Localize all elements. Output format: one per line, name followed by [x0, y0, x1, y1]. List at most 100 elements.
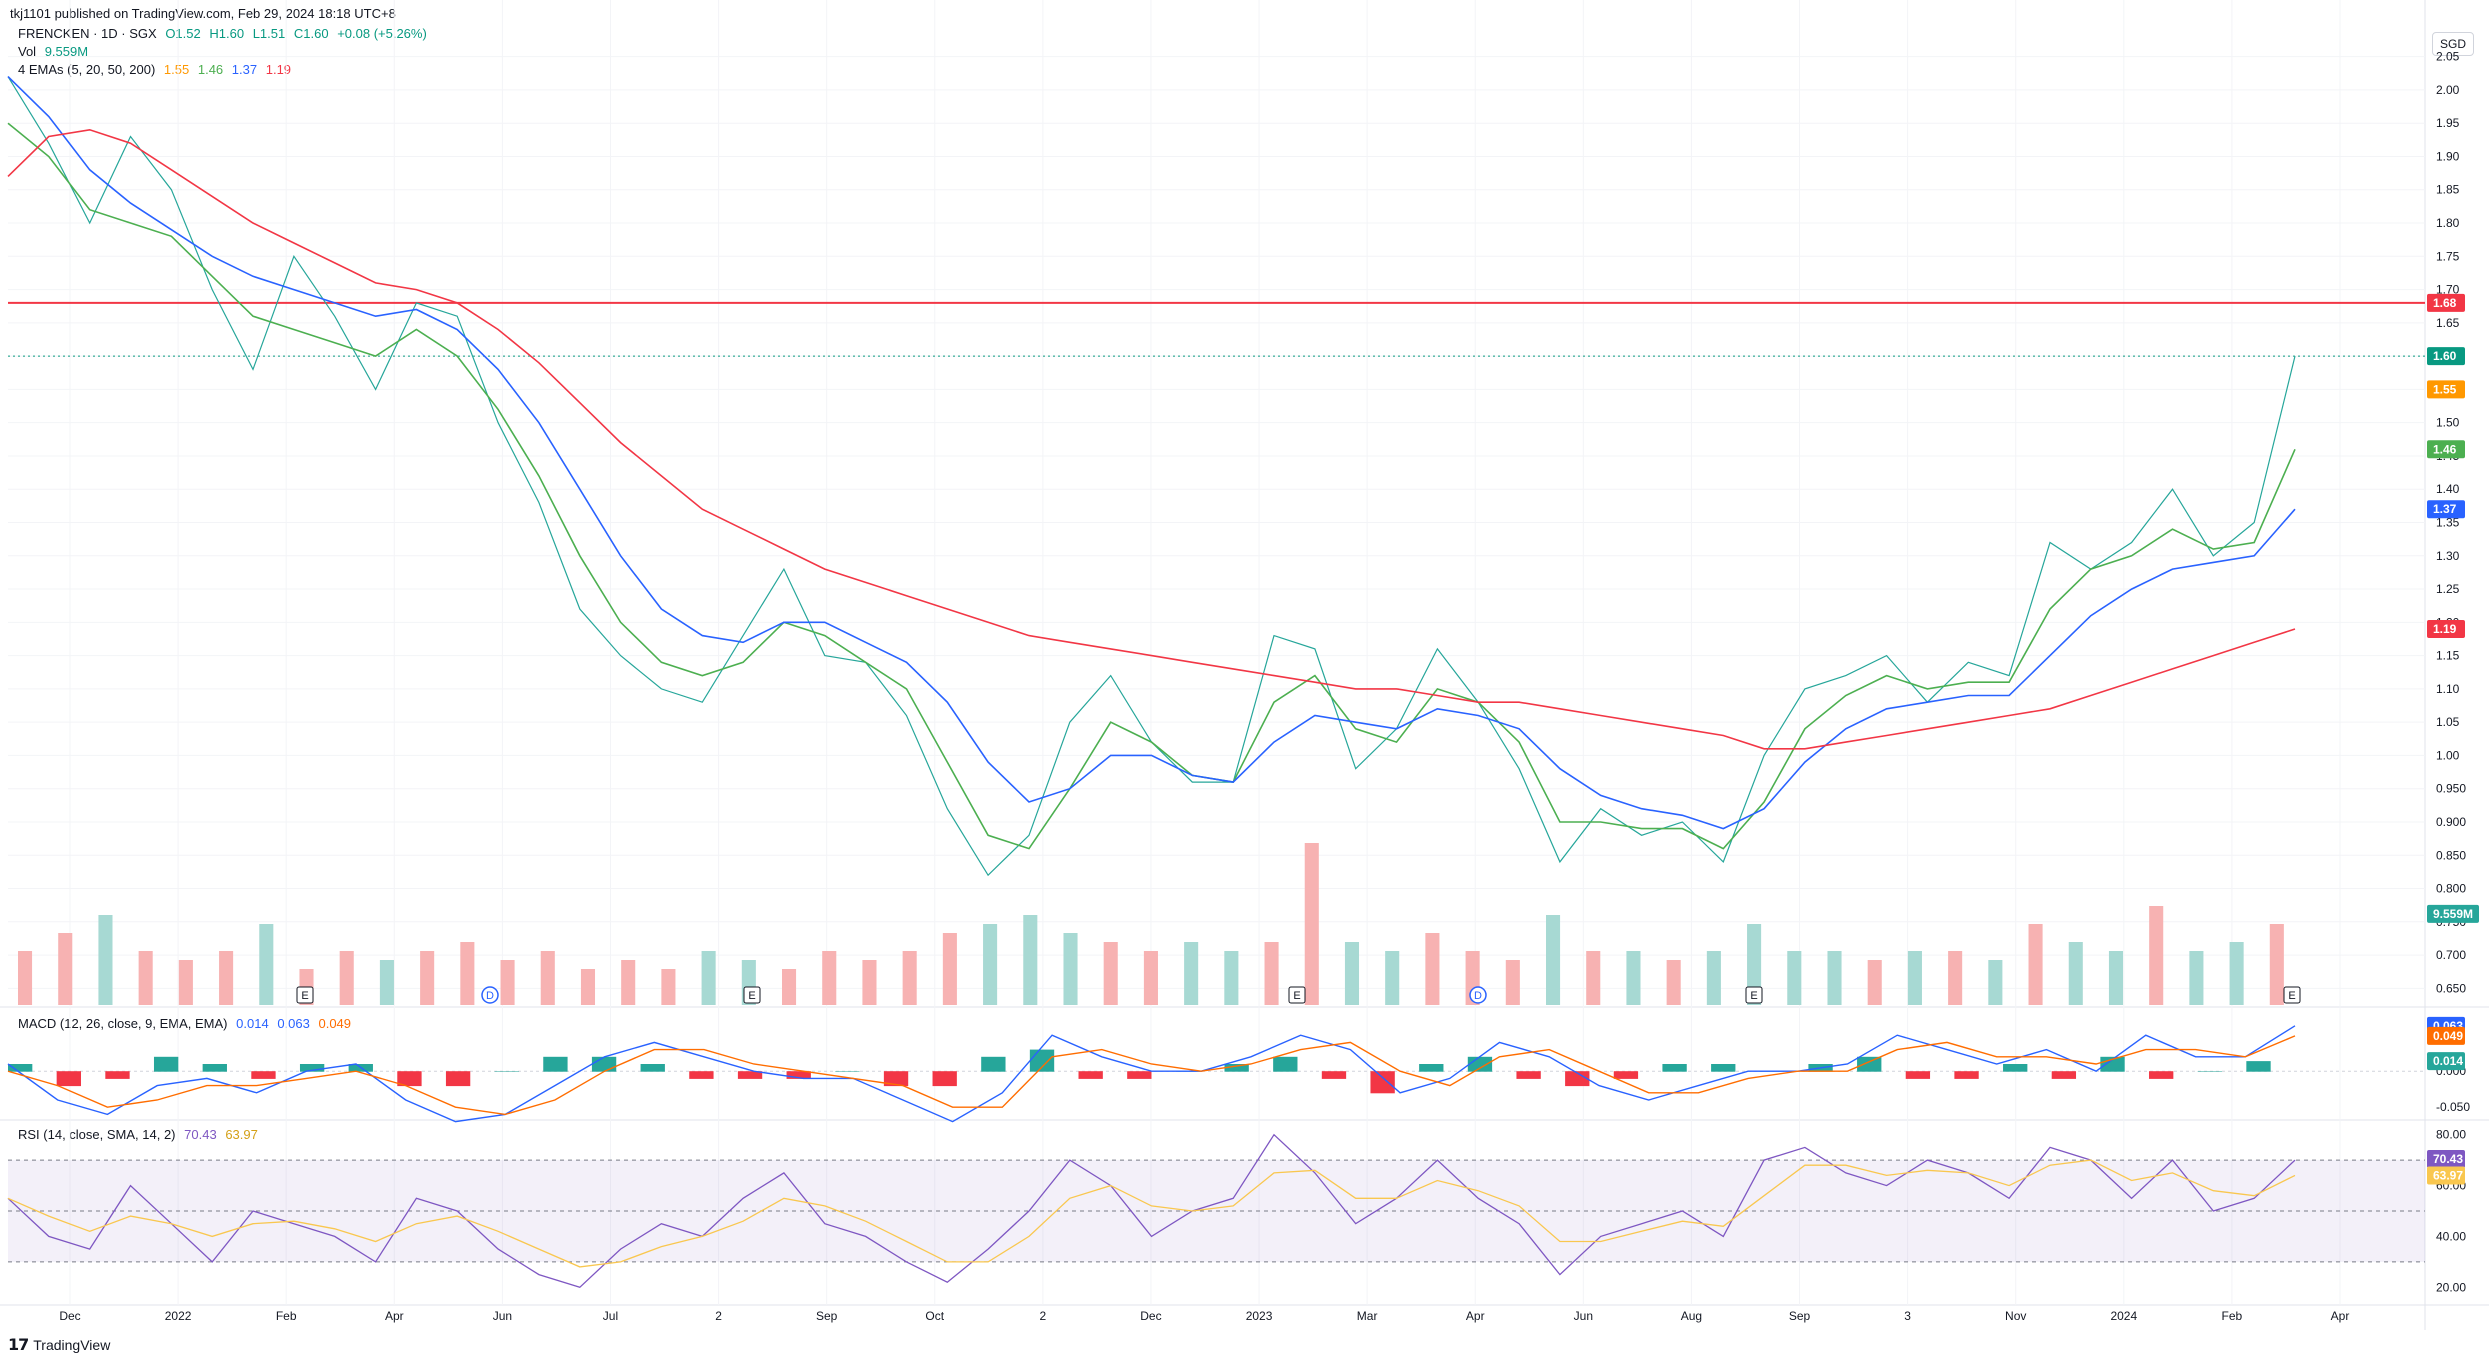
x-tick-label: Feb [2222, 1309, 2243, 1323]
volume-bar [420, 951, 435, 1005]
price-tag-label: 1.46 [2433, 442, 2457, 456]
rsi-label[interactable]: RSI (14, close, SMA, 14, 2) [18, 1127, 176, 1142]
series-line-ema-200 [7, 128, 2296, 750]
volume-bar [18, 951, 33, 1005]
macd-histogram-bar [591, 1056, 617, 1072]
x-tick-label: Feb [276, 1309, 297, 1323]
price-tag-bg [2427, 500, 2465, 519]
macd-histogram-bar [1419, 1064, 1444, 1072]
event-marker-dividend: D [1469, 986, 1487, 1004]
y-tick-label: 2.00 [2436, 83, 2460, 97]
macd-histogram-bar [543, 1056, 568, 1072]
volume-bar [1747, 924, 1762, 1005]
brand-label: TradingView [33, 1337, 111, 1353]
y-tick-label: 1.00 [2436, 748, 2460, 762]
series-line-ema-20 [7, 122, 2296, 850]
macd-histogram-bar [1954, 1071, 1979, 1079]
tradingview-logo-icon: 𝟭𝟳 [8, 1337, 29, 1354]
price-tag-label: 1.37 [2433, 502, 2457, 516]
volume-bar [540, 951, 555, 1005]
volume-legend: Vol 9.559M [18, 44, 93, 59]
macd-histogram-bar [786, 1071, 811, 1079]
rsi-y-tick: 40.00 [2436, 1229, 2466, 1243]
price-tags: 1.681.601.551.461.371.199.559M0.0630.049… [2427, 293, 2479, 1185]
price-tag-bg [2427, 1052, 2465, 1071]
x-tick-label: Apr [385, 1309, 404, 1323]
y-tick-label: 1.10 [2436, 682, 2460, 696]
macd-histogram-bar [1224, 1064, 1249, 1072]
earnings-marker-icon [296, 986, 314, 1004]
volume-bar [1184, 942, 1199, 1005]
price-tag-label: 1.68 [2433, 296, 2457, 310]
macd-histogram-bar [737, 1071, 763, 1079]
macd-y-tick: -0.050 [2436, 1100, 2470, 1114]
event-marker-label: E [2288, 990, 2295, 1002]
event-marker-earnings: E [1288, 986, 1306, 1004]
y-tick-label: 1.90 [2436, 149, 2460, 163]
vol-label[interactable]: Vol [18, 44, 37, 59]
macd-pane [7, 1025, 2425, 1123]
volume-bar [58, 933, 73, 1005]
rsi-line-rsi [7, 1133, 2296, 1289]
event-marker-earnings: E [1745, 986, 1763, 1004]
macd-histogram-bar [1662, 1064, 1687, 1072]
price-tag-bg [2427, 619, 2465, 638]
volume-bar [1505, 960, 1520, 1005]
price-tag-label: 0.014 [2433, 1054, 2463, 1068]
volume-bar [1425, 933, 1440, 1005]
price-tag-bg [2427, 347, 2465, 366]
grid [0, 0, 2489, 1330]
currency-button[interactable]: SGD [2432, 32, 2474, 56]
macd-histogram-bar [105, 1071, 130, 1079]
macd-line-macd [7, 1025, 2296, 1123]
footer-brand: 𝟭𝟳 TradingView [8, 1335, 110, 1355]
symbol-name[interactable]: FRENCKEN · 1D · SGX [18, 26, 157, 41]
volume-bar [1023, 915, 1038, 1005]
volume-bar [1344, 942, 1360, 1005]
price-tag: 70.43 [2427, 1150, 2465, 1169]
high-value: H1.60 [209, 26, 245, 41]
volume-bar [1063, 933, 1078, 1005]
x-tick-label: 2023 [1246, 1309, 1273, 1323]
price-tag-bg [2427, 1150, 2465, 1169]
macd-histogram-bar [494, 1071, 519, 1072]
event-marker-label: E [301, 990, 308, 1002]
macd-histogram-bar [202, 1064, 227, 1072]
event-marker-earnings: E [296, 986, 314, 1004]
volume-bar [1385, 951, 1400, 1005]
x-tick-label: Dec [1140, 1309, 1161, 1323]
macd-histogram-bar [2197, 1071, 2223, 1072]
macd-histogram-bar [2051, 1071, 2077, 1079]
volume-bar [862, 960, 877, 1005]
y-tick-label: 0.800 [2436, 882, 2466, 896]
x-tick-label: Dec [59, 1309, 80, 1323]
price-tag: 0.049 [2427, 1026, 2465, 1045]
macd-histogram-bar [251, 1071, 276, 1079]
macd-histogram-bar [1711, 1064, 1736, 1072]
x-tick-label: Sep [1789, 1309, 1811, 1323]
ema-label[interactable]: 4 EMAs (5, 20, 50, 200) [18, 62, 156, 77]
volume-bar [2269, 924, 2284, 1005]
rsi-pane [7, 1133, 2425, 1289]
dividend-marker-icon [1469, 986, 1487, 1004]
volume-bar [1103, 942, 1118, 1005]
x-tick-label: Apr [1466, 1309, 1485, 1323]
y-tick-label: 1.75 [2436, 249, 2460, 263]
event-marker-label: D [486, 990, 494, 1002]
volume-bar [1586, 951, 1601, 1005]
close-value: C1.60 [293, 26, 329, 41]
volume-bar [219, 951, 234, 1005]
y-tick-label: 1.40 [2436, 482, 2460, 496]
x-tick-label: 2022 [165, 1309, 192, 1323]
y-tick-label: 0.950 [2436, 782, 2466, 796]
macd-histogram-bar [1905, 1071, 1931, 1079]
volume-bar [1907, 951, 1922, 1005]
volume-bar [580, 969, 596, 1005]
event-marker-label: E [748, 990, 755, 1002]
macd-histogram-bar [883, 1071, 909, 1087]
volume-bar [1787, 951, 1802, 1005]
macd-histogram-bar [299, 1064, 325, 1072]
x-tick-label: Sep [816, 1309, 838, 1323]
price-tag: 9.559M [2427, 904, 2479, 923]
